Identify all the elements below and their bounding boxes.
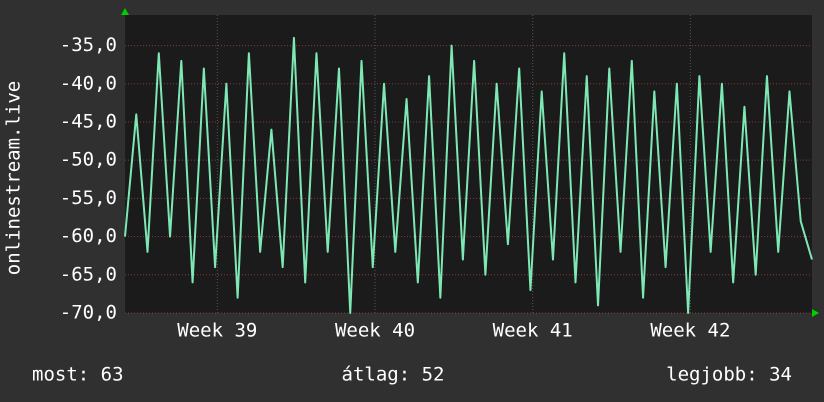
y-tick-label: -35,0 — [60, 34, 117, 56]
stat-current: most: 63 — [32, 364, 124, 386]
data-line — [124, 36, 813, 314]
y-tick-label: -50,0 — [60, 149, 117, 171]
y-axis-arrow — [121, 8, 129, 15]
x-tick-label: Week 40 — [335, 320, 415, 342]
y-axis-label: onlinestream.live — [3, 81, 25, 275]
x-axis-arrow — [812, 309, 819, 317]
y-tick-label: -65,0 — [60, 263, 117, 285]
y-tick-label: -45,0 — [60, 110, 117, 132]
y-tick-label: -55,0 — [60, 187, 117, 209]
stat-best: legjobb: 34 — [666, 364, 792, 386]
x-tick-label: Week 39 — [177, 320, 257, 342]
y-tick-label: -70,0 — [60, 302, 117, 324]
y-tick-label: -40,0 — [60, 72, 117, 94]
y-tick-label: -60,0 — [60, 225, 117, 247]
stat-average: átlag: 52 — [342, 364, 445, 386]
x-tick-label: Week 42 — [650, 320, 730, 342]
x-tick-label: Week 41 — [493, 320, 573, 342]
